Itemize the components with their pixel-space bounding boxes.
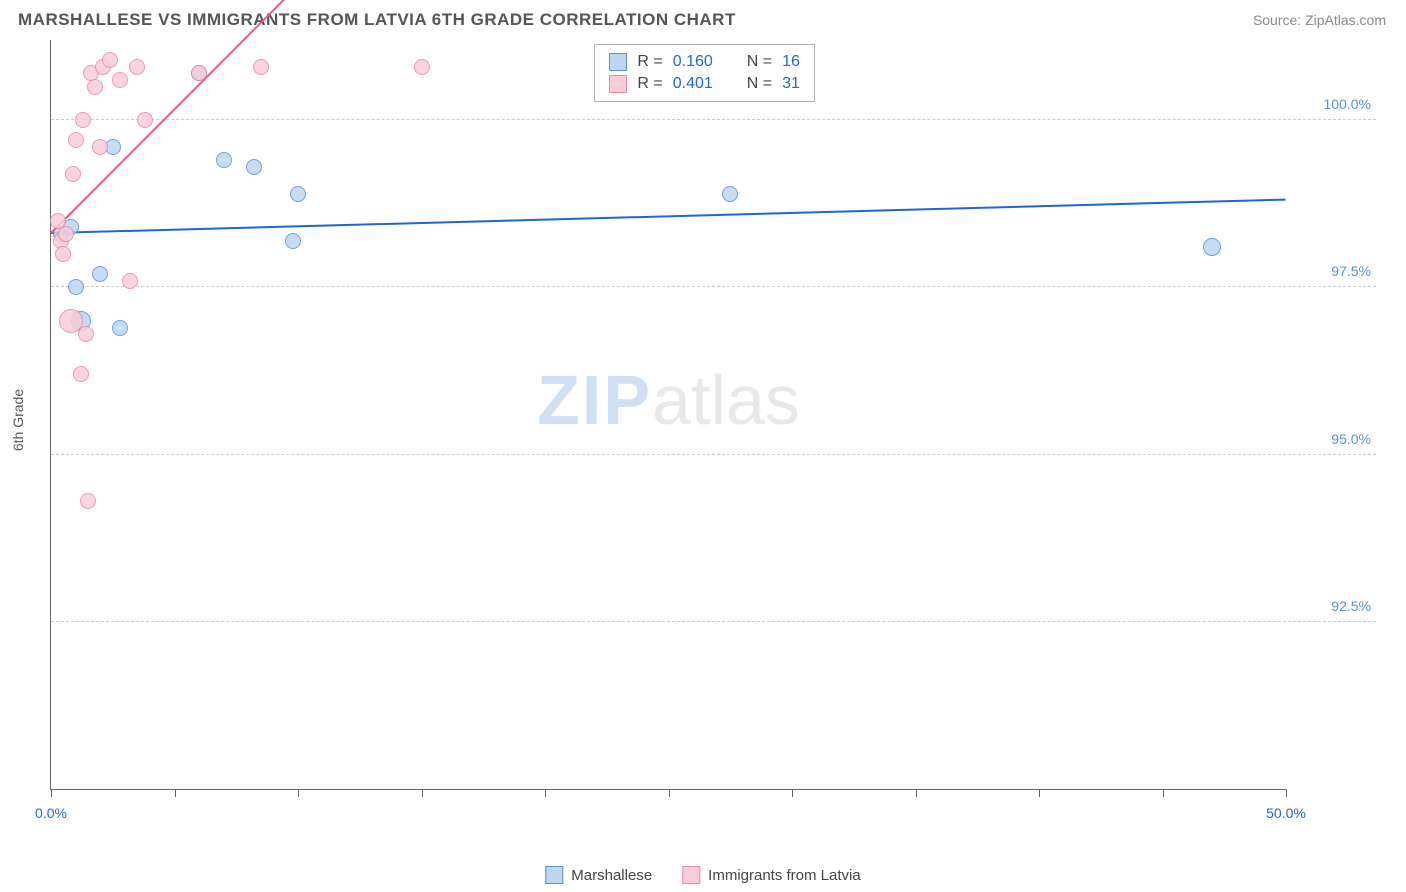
data-point-latvia: [414, 59, 430, 75]
legend-swatch: [682, 866, 700, 884]
data-point-marshallese: [112, 320, 128, 336]
x-tick: [175, 789, 176, 797]
watermark-atlas: atlas: [652, 361, 800, 439]
x-tick: [1163, 789, 1164, 797]
data-point-latvia: [80, 493, 96, 509]
y-tick-label: 97.5%: [1331, 263, 1371, 279]
data-point-latvia: [75, 112, 91, 128]
x-tick-label: 50.0%: [1266, 805, 1306, 821]
y-axis-label: 6th Grade: [10, 389, 26, 451]
data-point-marshallese: [246, 159, 262, 175]
data-point-latvia: [129, 59, 145, 75]
legend-item-latvia: Immigrants from Latvia: [682, 866, 861, 884]
legend-stats: R = 0.160 N = 16 R = 0.401 N = 31: [594, 44, 815, 102]
watermark-zip: ZIP: [537, 361, 652, 439]
data-point-latvia: [253, 59, 269, 75]
y-tick-label: 100.0%: [1324, 96, 1371, 112]
legend-swatch: [609, 75, 627, 93]
data-point-latvia: [102, 52, 118, 68]
x-tick: [669, 789, 670, 797]
grid-line: [51, 621, 1376, 622]
data-point-marshallese: [285, 233, 301, 249]
legend-item-marshallese: Marshallese: [545, 866, 652, 884]
legend-label: Marshallese: [571, 867, 652, 884]
r-value: 0.401: [673, 75, 713, 93]
data-point-latvia: [55, 246, 71, 262]
x-tick: [916, 789, 917, 797]
data-point-marshallese: [1203, 238, 1221, 256]
source-label: Source: ZipAtlas.com: [1253, 12, 1386, 28]
grid-line: [51, 119, 1376, 120]
data-point-latvia: [112, 72, 128, 88]
data-point-marshallese: [722, 186, 738, 202]
legend-swatch: [545, 866, 563, 884]
plot-area: ZIPatlas R = 0.160N = 16R = 0.401N = 31 …: [50, 40, 1286, 790]
chart-title: MARSHALLESE VS IMMIGRANTS FROM LATVIA 6T…: [18, 10, 736, 30]
legend-swatch: [609, 53, 627, 71]
grid-line: [51, 286, 1376, 287]
r-label: R =: [637, 75, 662, 93]
x-tick: [1286, 789, 1287, 797]
data-point-latvia: [87, 79, 103, 95]
n-value: 16: [782, 53, 800, 71]
x-tick: [1039, 789, 1040, 797]
legend-label: Immigrants from Latvia: [708, 867, 861, 884]
data-point-marshallese: [216, 152, 232, 168]
data-point-latvia: [122, 273, 138, 289]
data-point-marshallese: [68, 279, 84, 295]
data-point-latvia: [78, 326, 94, 342]
legend-bottom: Marshallese Immigrants from Latvia: [545, 866, 860, 884]
x-tick: [298, 789, 299, 797]
r-value: 0.160: [673, 53, 713, 71]
n-value: 31: [782, 75, 800, 93]
n-label: N =: [747, 75, 772, 93]
data-point-latvia: [68, 132, 84, 148]
trend-line-marshallese: [51, 199, 1286, 234]
x-tick: [545, 789, 546, 797]
data-point-latvia: [65, 166, 81, 182]
data-point-latvia: [137, 112, 153, 128]
legend-stats-row: R = 0.160 N = 16: [609, 51, 800, 73]
x-tick-label: 0.0%: [35, 805, 67, 821]
x-tick: [51, 789, 52, 797]
n-label: N =: [747, 53, 772, 71]
x-tick: [792, 789, 793, 797]
data-point-latvia: [191, 65, 207, 81]
data-point-marshallese: [92, 266, 108, 282]
grid-line: [51, 454, 1376, 455]
legend-stats-row: R = 0.401 N = 31: [609, 73, 800, 95]
y-tick-label: 95.0%: [1331, 431, 1371, 447]
chart-header: MARSHALLESE VS IMMIGRANTS FROM LATVIA 6T…: [0, 0, 1406, 40]
data-point-latvia: [58, 226, 74, 242]
data-point-latvia: [73, 366, 89, 382]
x-tick: [422, 789, 423, 797]
watermark: ZIPatlas: [537, 360, 800, 440]
r-label: R =: [637, 53, 662, 71]
chart-area: 6th Grade ZIPatlas R = 0.160N = 16R = 0.…: [40, 40, 1376, 800]
data-point-marshallese: [290, 186, 306, 202]
data-point-latvia: [92, 139, 108, 155]
y-tick-label: 92.5%: [1331, 598, 1371, 614]
